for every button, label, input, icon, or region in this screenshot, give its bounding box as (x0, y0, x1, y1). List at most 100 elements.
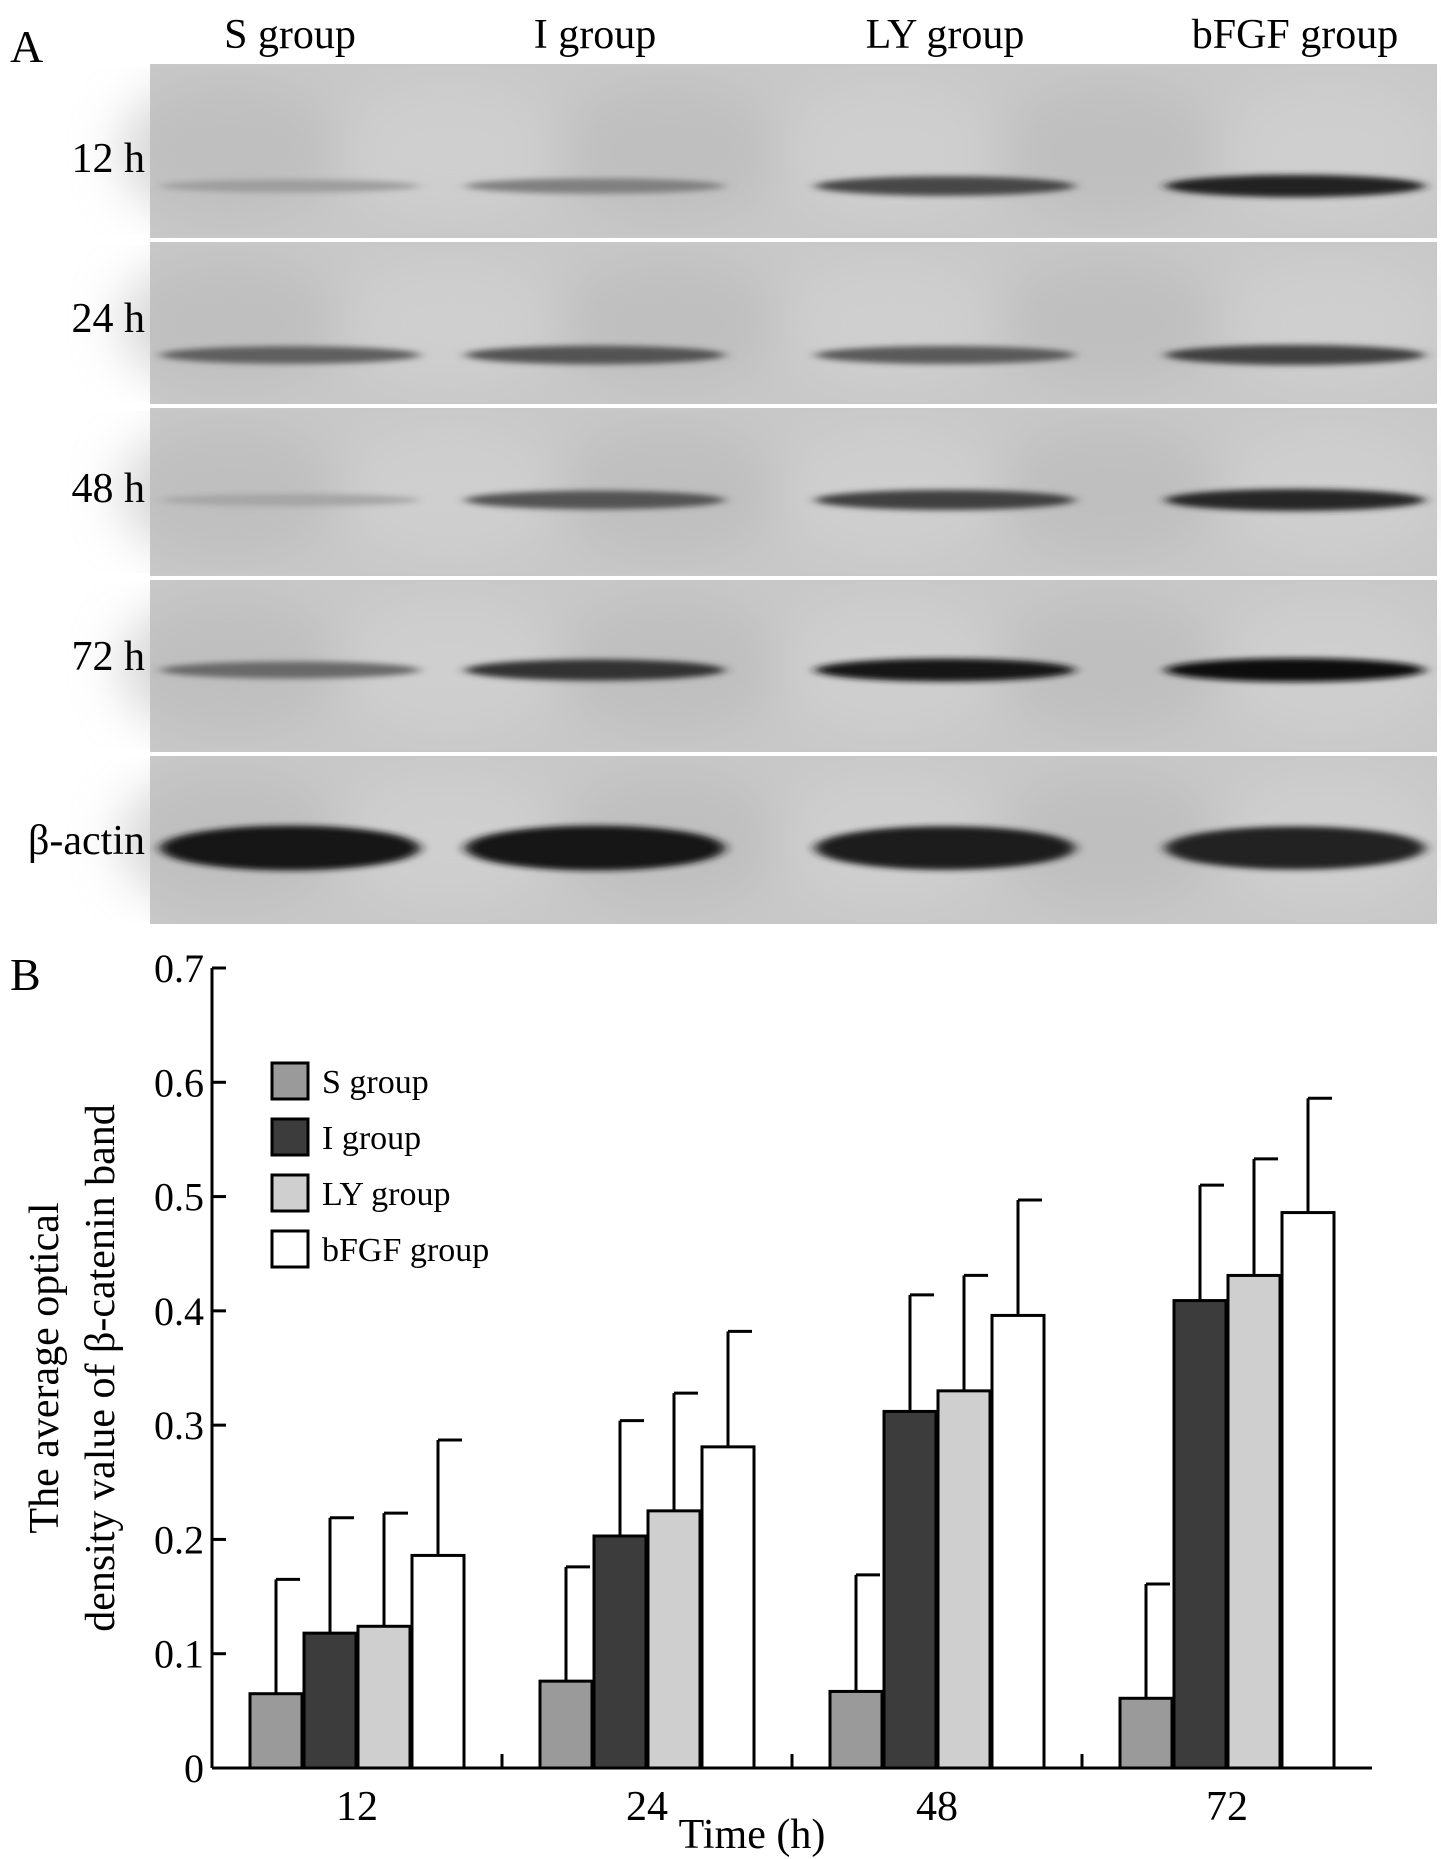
blot-band (815, 489, 1075, 511)
legend-swatch (270, 1173, 310, 1213)
blot-column-s-group: S group (224, 12, 356, 58)
panel-b-label: B (10, 949, 41, 1000)
blot-band (815, 826, 1075, 870)
western-blot: S group I group LY group bFGF group 12 h 24 … (28, 12, 1440, 924)
y-axis-label-line: density value of β-catenin band (78, 1104, 124, 1632)
blot-band (1165, 174, 1425, 198)
blot-texture-patch (340, 258, 560, 388)
y-axis-ticks: 0 0.1 0.2 0.3 0.4 0.5 0.6 0.7 (154, 946, 226, 1791)
legend-item-ly-group: LY group (270, 1173, 450, 1213)
blot-row-actin: β-actin (28, 756, 1440, 924)
blot-texture-patch (120, 258, 340, 388)
y-tick-label: 0.5 (154, 1175, 204, 1220)
blot-row-label: 24 h (72, 296, 146, 342)
bar-s-group-12 (248, 1692, 304, 1770)
blot-texture-patch (780, 81, 1000, 221)
blot-band (465, 825, 725, 871)
bar-ly-group-48 (936, 1389, 992, 1770)
y-tick-label: 0.4 (154, 1289, 204, 1334)
blot-row-72-h: 72 h (72, 580, 1440, 752)
blot-row-24-h: 24 h (72, 242, 1440, 404)
blot-band (465, 490, 725, 510)
bar-s-group-72 (1118, 1696, 1174, 1770)
y-axis-label-line: The average optical (22, 1202, 68, 1533)
blot-band (160, 661, 420, 679)
blot-band (815, 345, 1075, 365)
bar-i-group-12 (302, 1631, 358, 1770)
blot-row-label: 12 h (72, 136, 146, 182)
legend-swatch (270, 1061, 310, 1101)
blot-texture-patch (120, 81, 340, 221)
blot-band (1165, 658, 1425, 682)
blot-texture-patch (560, 424, 780, 560)
bar-bfgf-group-72 (1280, 1211, 1336, 1770)
legend-swatch (270, 1117, 310, 1157)
blot-column-i-group: I group (534, 12, 656, 58)
x-axis-ticks: 12 24 48 72 (336, 1754, 1248, 1830)
blot-texture-patch (560, 81, 780, 221)
legend-swatch (270, 1229, 310, 1269)
bar-s-group-24 (538, 1679, 594, 1770)
blot-texture (120, 424, 1440, 560)
legend: S group I group LY group bFGF group (270, 1061, 489, 1269)
legend-label: S group (322, 1064, 429, 1101)
bar-ly-group-24 (646, 1509, 702, 1770)
legend-item-s-group: S group (270, 1061, 429, 1101)
blot-band (815, 176, 1075, 196)
bar-bfgf-group-12 (410, 1553, 466, 1770)
blot-texture-patch (1000, 772, 1220, 908)
x-axis-label: Time (h) (679, 1812, 826, 1858)
bar-i-group-48 (882, 1409, 938, 1770)
bar-i-group-24 (592, 1534, 648, 1770)
legend-item-bfgf-group: bFGF group (270, 1229, 489, 1269)
blot-band (465, 178, 725, 194)
bar-ly-group-12 (356, 1624, 412, 1770)
blot-row-12-h: 12 h (72, 64, 1440, 238)
blot-band (1165, 826, 1425, 870)
blot-column-bfgf-group: bFGF group (1192, 12, 1399, 58)
y-axis-label: The average optical density value of β-ca… (22, 1104, 124, 1632)
blot-texture-patch (1000, 597, 1220, 735)
x-tick-label: 12 (336, 1784, 378, 1830)
blot-band (1165, 344, 1425, 366)
blot-band (160, 493, 420, 507)
blot-column-ly-group: LY group (866, 12, 1025, 58)
blot-band (465, 345, 725, 365)
bar-bfgf-group-24 (700, 1445, 756, 1770)
x-tick-label: 72 (1206, 1784, 1248, 1830)
blot-texture-patch (120, 424, 340, 560)
y-tick-label: 0.6 (154, 1060, 204, 1105)
y-tick-label: 0.3 (154, 1403, 204, 1448)
y-tick-label: 0 (184, 1746, 204, 1791)
blot-texture-patch (1220, 258, 1440, 388)
blot-band (815, 658, 1075, 682)
bar-s-group-48 (828, 1689, 884, 1770)
blot-texture-patch (1000, 424, 1220, 560)
blot-texture-patch (340, 772, 560, 908)
y-tick-label: 0.2 (154, 1517, 204, 1562)
blot-band (1165, 489, 1425, 511)
panel-a-label: A (10, 21, 43, 72)
blot-row-label: 48 h (72, 466, 146, 512)
blot-texture-patch (1000, 258, 1220, 388)
bars (248, 1211, 1336, 1770)
blot-labels: S group I group LY group bFGF group (224, 12, 1398, 58)
legend-item-i-group: I group (270, 1117, 421, 1157)
blot-row-48-h: 48 h (72, 408, 1440, 576)
panel-a: A S group I group LY group bFGF group 12 h 2… (10, 12, 1440, 924)
blot-band (160, 346, 420, 364)
blot-band (160, 179, 420, 193)
blot-texture-patch (1000, 81, 1220, 221)
y-tick-label: 0.1 (154, 1632, 204, 1677)
x-tick-label: 24 (626, 1784, 668, 1830)
bar-chart: 0 0.1 0.2 0.3 0.4 0.5 0.6 0.7 12 24 48 72 S group I… (22, 946, 1372, 1858)
blot-row-label: 72 h (72, 634, 146, 680)
blot-band (465, 659, 725, 681)
blot-texture-patch (340, 81, 560, 221)
bar-bfgf-group-48 (990, 1313, 1046, 1770)
blot-texture-patch (560, 258, 780, 388)
legend-label: I group (322, 1120, 421, 1157)
blot-texture-patch (780, 258, 1000, 388)
legend-label: LY group (322, 1176, 450, 1213)
